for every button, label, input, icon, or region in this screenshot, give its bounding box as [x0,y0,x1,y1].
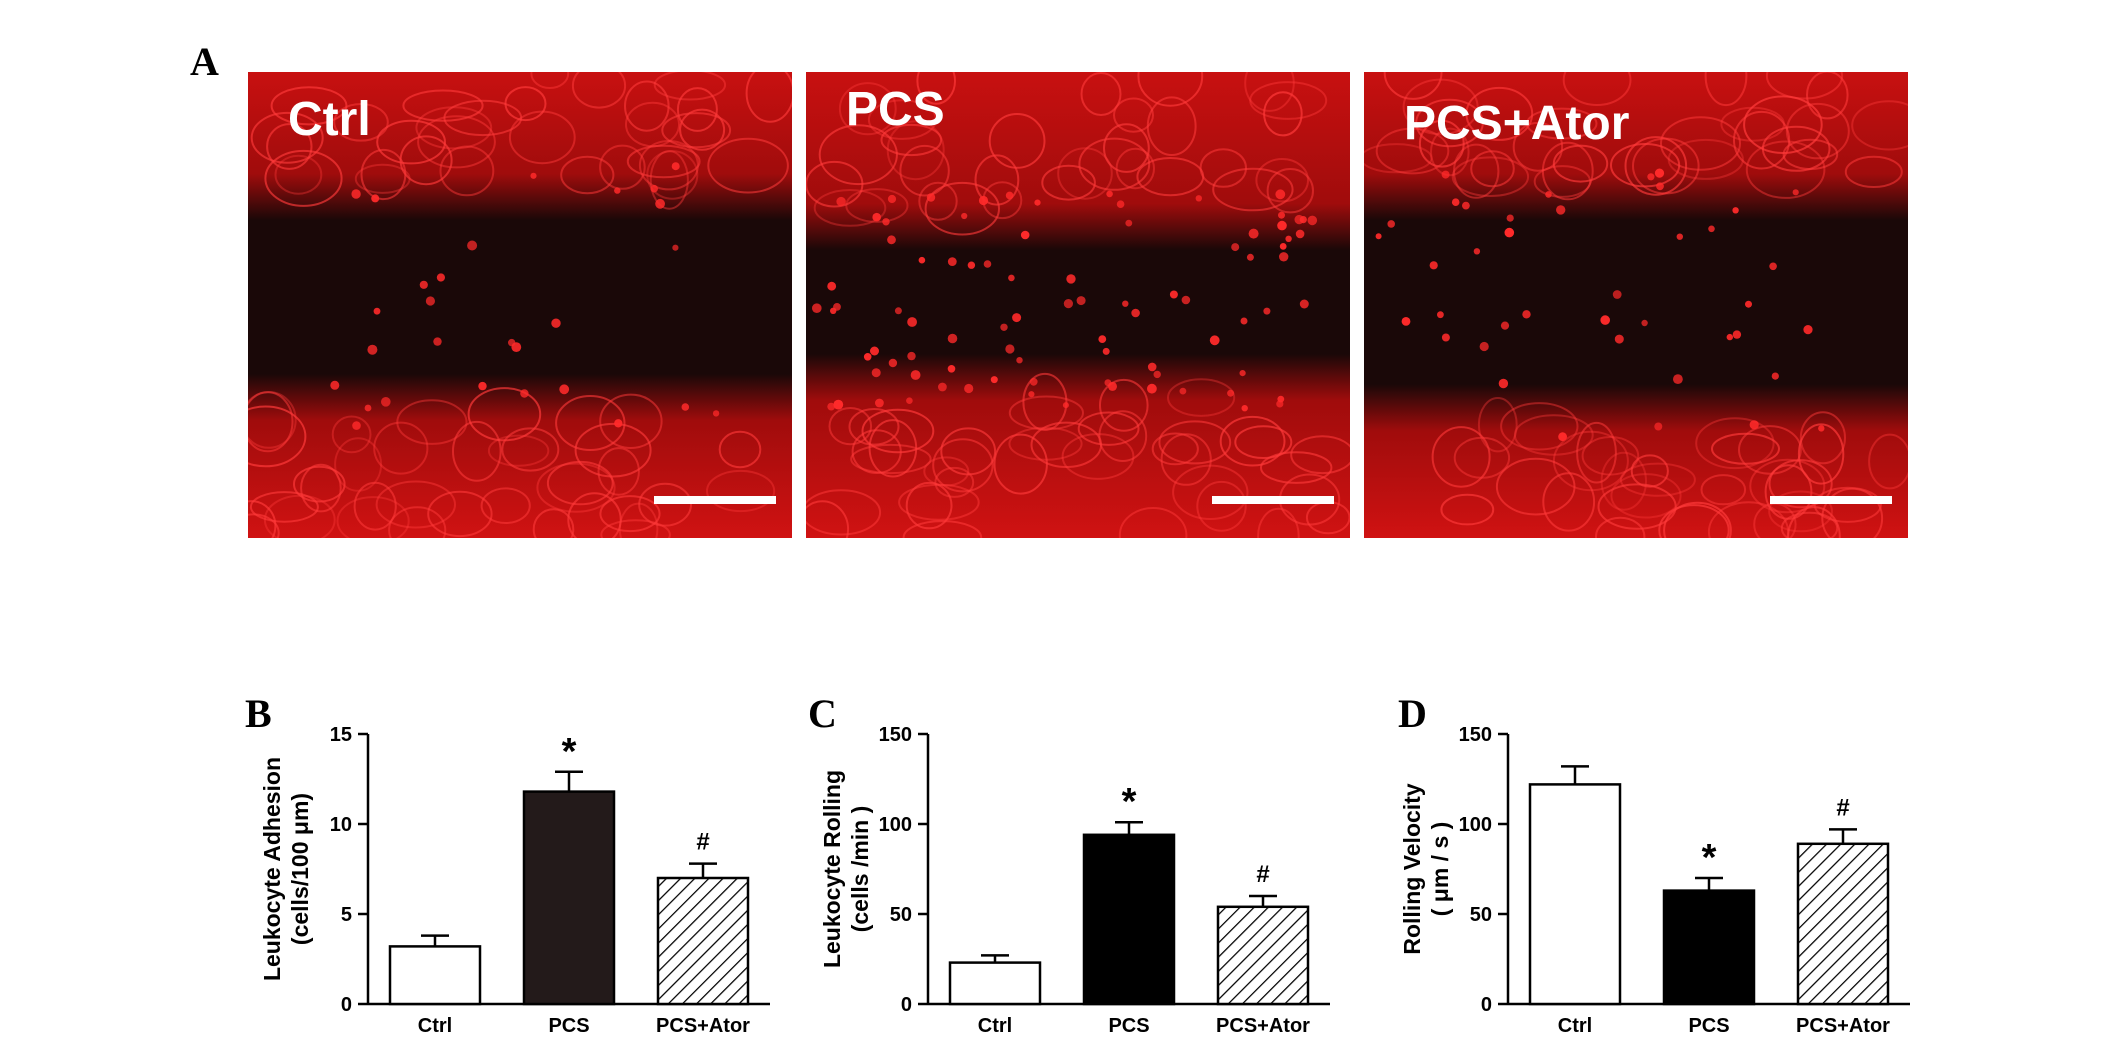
bar-pcs [522,790,616,1006]
chart-leukocyte-adhesion: 0 5 10 15 Leukocyte Adhesion (cells/100 μm) Ct… [259,724,770,1037]
bar-pcs [1662,889,1756,1006]
y-axis-title: Leukocyte Adhesion [259,757,285,981]
bar-ctrl [948,961,1042,1006]
x-tick-label: PCS+Ator [1216,1015,1310,1037]
y-tick-label: 150 [879,724,912,746]
micrograph-pcs: PCS [806,72,1350,538]
x-tick-label: PCS [548,1015,589,1037]
y-axis-title: Rolling Velocity [1399,783,1425,954]
bar-pcs [1082,833,1176,1006]
significance-marker: * [1122,781,1137,823]
y-tick-label: 0 [901,994,912,1016]
panel-letter-d: D [1398,691,1427,736]
panel-letter-a: A [190,39,219,84]
y-tick-label: 50 [1470,904,1492,926]
significance-marker: # [1256,861,1269,888]
bar-ctrl [1528,783,1622,1006]
micrograph-label: PCS+Ator [1404,97,1630,150]
x-tick-label: Ctrl [418,1015,452,1037]
panel-letter-b: B [245,691,272,736]
x-tick-label: Ctrl [1558,1015,1592,1037]
panel-letter-c: C [808,691,837,736]
x-tick-label: PCS+Ator [656,1015,750,1037]
micrograph-image [248,72,792,538]
bar-pcs-ator [1216,905,1310,1006]
bar-pcs-ator [656,876,750,1006]
y-tick-label: 0 [1481,994,1492,1016]
micrograph-ctrl: Ctrl [248,72,792,538]
y-tick-label: 100 [879,814,912,836]
x-tick-label: PCS+Ator [1796,1015,1890,1037]
significance-marker: # [1836,794,1849,821]
micrograph-image [1364,72,1908,538]
y-tick-label: 0 [341,994,352,1016]
scale-bar [1770,496,1892,504]
micrograph-label: Ctrl [288,93,371,146]
bar-pcs-ator [1796,842,1890,1006]
y-tick-label: 10 [330,814,352,836]
micrograph-label: PCS [846,83,945,136]
y-axis-subtitle: ( μm / s ) [1427,822,1453,917]
chart-rolling-velocity: 0 50 100 150 Rolling Velocity( μm / s ) Ctrl P… [1399,724,1910,1037]
x-tick-label: Ctrl [978,1015,1012,1037]
y-tick-label: 100 [1459,814,1492,836]
scale-bar [1212,496,1334,504]
significance-marker: * [1702,837,1717,879]
chart-leukocyte-rolling: 0 50 100 150 Leukocyte Rolling (cells /min ) C… [819,724,1330,1037]
y-tick-label: 5 [341,904,352,926]
micrograph-image [806,72,1350,538]
x-tick-label: PCS [1688,1015,1729,1037]
significance-marker: # [696,829,709,856]
y-axis-title: Leukocyte Rolling [819,770,845,968]
scale-bar [654,496,776,504]
y-tick-label: 50 [890,904,912,926]
y-axis-subtitle: (cells /min ) [847,806,873,933]
y-tick-label: 150 [1459,724,1492,746]
bar-ctrl [388,945,482,1006]
micrograph-pcs-ator: PCS+Ator [1364,72,1908,538]
x-tick-label: PCS [1108,1015,1149,1037]
y-axis-subtitle: (cells/100 μm) [287,793,313,945]
y-tick-label: 15 [330,724,352,746]
significance-marker: * [562,731,577,773]
